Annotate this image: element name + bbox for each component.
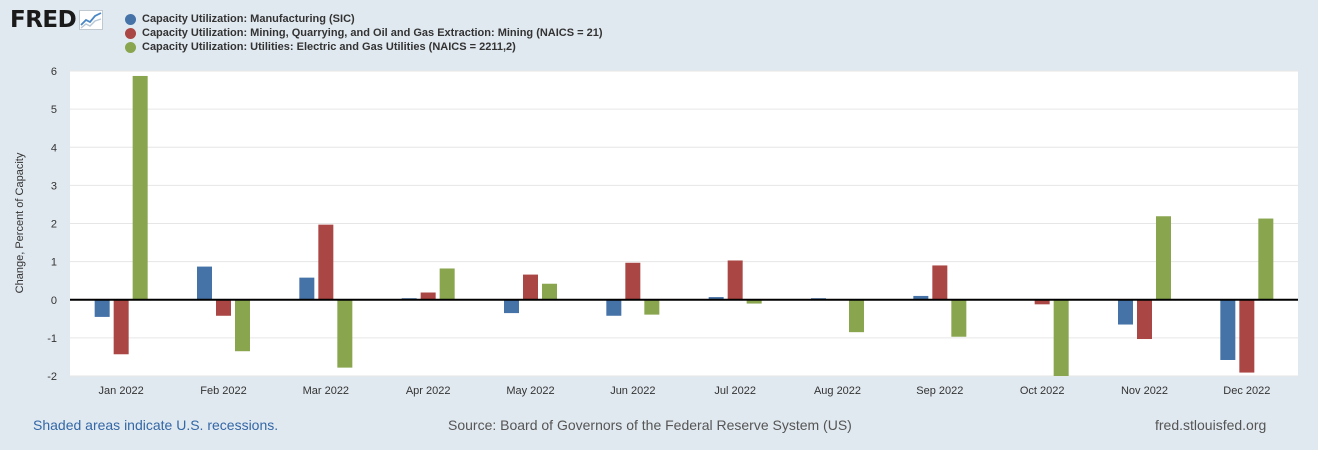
bar-series-3[interactable] bbox=[235, 299, 250, 352]
bar-series-3[interactable] bbox=[542, 283, 557, 300]
bar-series-1[interactable] bbox=[708, 297, 724, 300]
y-tick-label: 3 bbox=[51, 180, 57, 192]
bar-series-2[interactable] bbox=[625, 262, 641, 300]
y-tick-label: 4 bbox=[51, 142, 57, 154]
bar-series-1[interactable] bbox=[299, 277, 315, 300]
recession-note: Shaded areas indicate U.S. recessions. bbox=[33, 417, 279, 433]
bar-series-1[interactable] bbox=[94, 299, 110, 317]
bar-series-2[interactable] bbox=[1137, 299, 1152, 340]
bar-series-2[interactable] bbox=[523, 274, 538, 300]
bar-series-2[interactable] bbox=[1239, 299, 1255, 373]
bar-series-1[interactable] bbox=[913, 295, 929, 300]
x-tick-label: Mar 2022 bbox=[303, 385, 349, 397]
legend-item-mining[interactable]: Capacity Utilization: Mining, Quarrying,… bbox=[125, 26, 603, 40]
legend-item-manufacturing[interactable]: Capacity Utilization: Manufacturing (SIC… bbox=[125, 12, 603, 26]
x-tick-label: Feb 2022 bbox=[200, 385, 246, 397]
legend-label: Capacity Utilization: Utilities: Electri… bbox=[142, 41, 516, 53]
bar-series-1[interactable] bbox=[1118, 299, 1133, 325]
bar-series-3[interactable] bbox=[746, 299, 762, 304]
x-tick-label: Apr 2022 bbox=[406, 385, 451, 397]
x-axis: Jan 2022 Feb 2022 Mar 2022 Apr 2022 May 2022… bbox=[99, 385, 1271, 397]
bar-series-3[interactable] bbox=[132, 75, 148, 300]
bar-series-3[interactable] bbox=[849, 299, 864, 333]
bar-series-1[interactable] bbox=[504, 299, 519, 314]
bar-series-3[interactable] bbox=[439, 268, 455, 300]
bar-series-2[interactable] bbox=[113, 299, 129, 355]
bar-series-3[interactable] bbox=[1053, 299, 1069, 376]
bar-series-3[interactable] bbox=[337, 299, 353, 368]
y-tick-label: 1 bbox=[51, 257, 57, 269]
bar-series-1[interactable] bbox=[1220, 299, 1236, 360]
y-tick-label: -2 bbox=[47, 371, 57, 383]
legend-label: Capacity Utilization: Mining, Quarrying,… bbox=[142, 27, 603, 39]
legend-label: Capacity Utilization: Manufacturing (SIC… bbox=[142, 13, 355, 25]
bar-series-3[interactable] bbox=[951, 299, 967, 337]
y-tick-label: 2 bbox=[51, 219, 57, 231]
legend-dot bbox=[125, 13, 136, 25]
x-tick-label: Jan 2022 bbox=[99, 385, 144, 397]
bar-series-2[interactable] bbox=[932, 265, 948, 300]
bar-series-2[interactable] bbox=[318, 224, 334, 300]
x-tick-label: Jul 2022 bbox=[714, 385, 756, 397]
legend-item-utilities[interactable]: Capacity Utilization: Utilities: Electri… bbox=[125, 40, 603, 54]
y-tick-label: 6 bbox=[51, 66, 57, 78]
chart-logo-icon bbox=[79, 10, 104, 30]
x-tick-label: May 2022 bbox=[506, 385, 554, 397]
legend-dot bbox=[125, 41, 136, 53]
grid-lines bbox=[70, 70, 1298, 377]
bar-series-2[interactable] bbox=[420, 292, 436, 300]
bar-series-3[interactable] bbox=[1156, 216, 1171, 300]
x-tick-label: Nov 2022 bbox=[1121, 385, 1168, 397]
x-tick-label: Sep 2022 bbox=[916, 385, 963, 397]
source-note: Source: Board of Governors of the Federa… bbox=[448, 417, 852, 433]
bar-series-2[interactable] bbox=[216, 299, 231, 316]
y-axis-title: Change, Percent of Capacity bbox=[14, 152, 26, 293]
bar-series-1[interactable] bbox=[197, 266, 212, 300]
x-tick-label: Dec 2022 bbox=[1223, 385, 1270, 397]
y-tick-label: 5 bbox=[51, 104, 57, 116]
bar-series-2[interactable] bbox=[727, 260, 743, 300]
legend: Capacity Utilization: Manufacturing (SIC… bbox=[125, 12, 603, 54]
site-link[interactable]: fred.stlouisfed.org bbox=[1155, 417, 1267, 433]
bar-series-3[interactable] bbox=[1258, 218, 1274, 300]
y-axis: 6 5 4 3 2 1 0 -1 -2 bbox=[47, 66, 57, 383]
y-tick-label: 0 bbox=[51, 295, 57, 307]
x-tick-label: Oct 2022 bbox=[1020, 385, 1065, 397]
legend-dot bbox=[125, 27, 136, 39]
bar-series-1[interactable] bbox=[606, 299, 622, 316]
logo-text: FRED bbox=[10, 7, 77, 33]
bar-series-2[interactable] bbox=[1034, 299, 1050, 305]
x-tick-label: Aug 2022 bbox=[814, 385, 861, 397]
bars bbox=[94, 75, 1274, 376]
y-tick-label: -1 bbox=[47, 333, 57, 345]
x-tick-label: Jun 2022 bbox=[610, 385, 655, 397]
bar-series-3[interactable] bbox=[644, 299, 660, 315]
fred-logo[interactable]: FRED bbox=[10, 7, 104, 33]
